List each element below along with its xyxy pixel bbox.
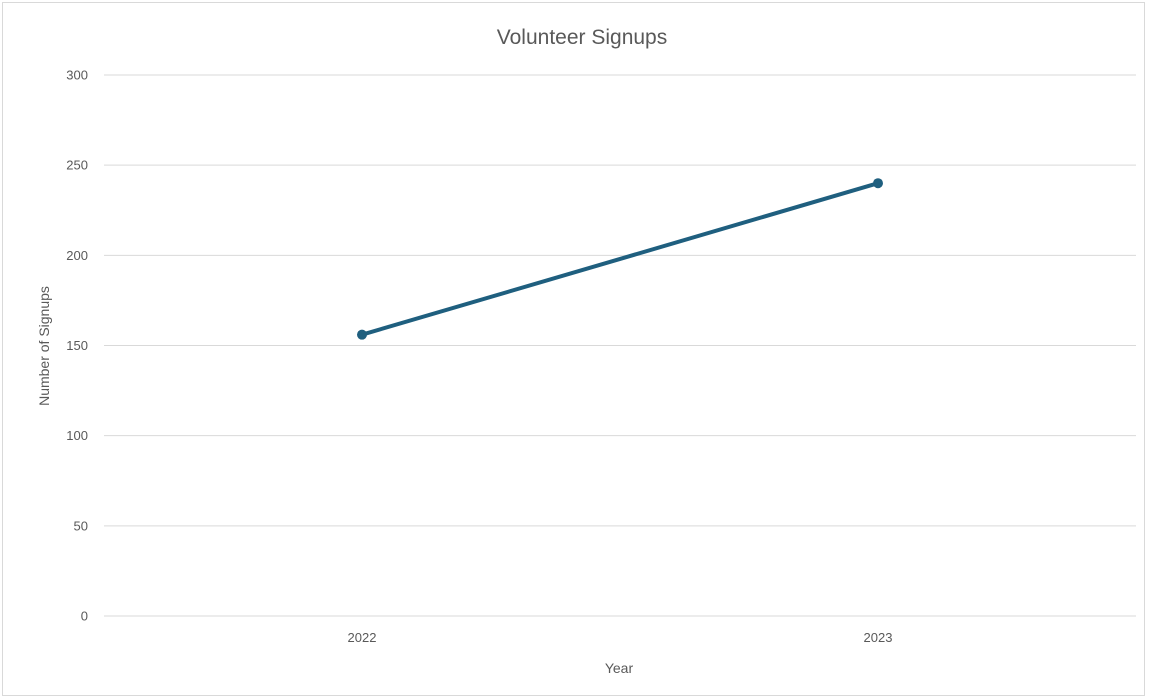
- y-tick-label: 50: [74, 518, 88, 533]
- series-line: [360, 181, 880, 337]
- chart-title: Volunteer Signups: [497, 26, 667, 49]
- y-tick-label: 250: [66, 158, 88, 173]
- y-tick-label: 200: [66, 248, 88, 263]
- y-tick-label: 150: [66, 338, 88, 353]
- x-tick-label: 2023: [864, 630, 893, 645]
- y-axis-title: Number of Signups: [36, 286, 52, 406]
- y-tick-label: 300: [66, 68, 88, 83]
- y-axis-tick-labels: 0 50 100 150 200 250 300: [66, 68, 88, 624]
- x-axis-title: Year: [605, 660, 634, 676]
- series-layer: [357, 178, 883, 340]
- data-point: [873, 178, 883, 189]
- x-tick-label: 2022: [348, 630, 377, 645]
- x-axis-tick-labels: 2022 2023: [348, 630, 893, 645]
- y-tick-label: 100: [66, 428, 88, 443]
- y-tick-label: 0: [81, 609, 88, 624]
- gridlines: [104, 74, 1136, 617]
- data-point: [357, 329, 367, 340]
